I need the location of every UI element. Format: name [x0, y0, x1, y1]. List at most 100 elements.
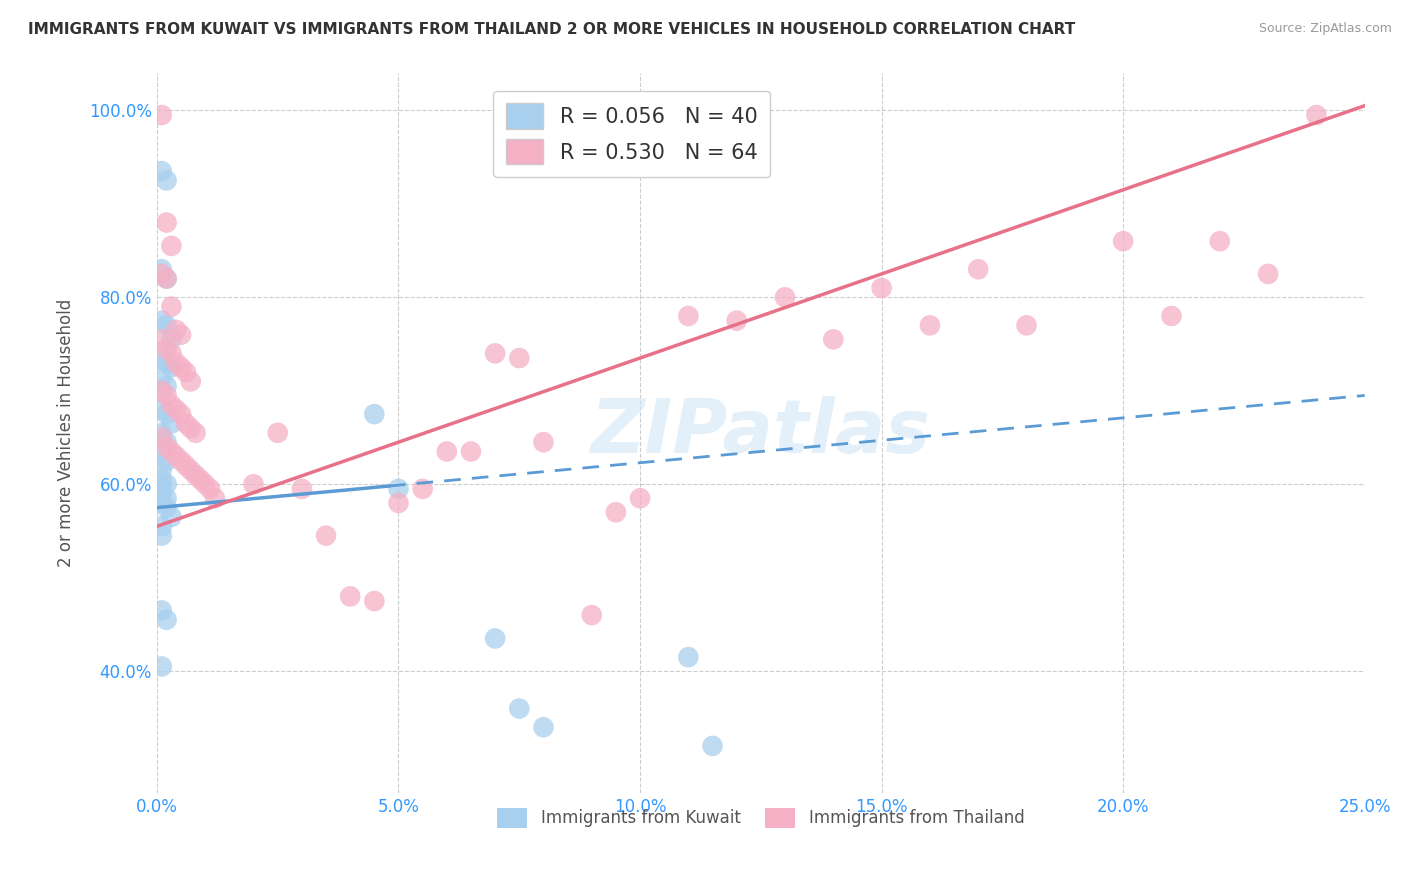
Point [165, 323, 187, 337]
Point [533, 435, 555, 450]
Text: IMMIGRANTS FROM KUWAIT VS IMMIGRANTS FROM THAILAND 2 OR MORE VEHICLES IN HOUSEHO: IMMIGRANTS FROM KUWAIT VS IMMIGRANTS FRO… [28, 22, 1076, 37]
Point [150, 496, 173, 510]
Point [155, 215, 177, 229]
Point [150, 463, 173, 477]
Point [150, 659, 173, 673]
Point [170, 454, 193, 468]
Point [155, 342, 177, 356]
Point [155, 500, 177, 515]
Point [150, 267, 173, 281]
Point [773, 290, 796, 304]
Point [1015, 318, 1038, 333]
Point [150, 108, 173, 122]
Point [155, 477, 177, 491]
Point [267, 425, 290, 440]
Point [967, 262, 990, 277]
Point [363, 594, 385, 608]
Point [204, 491, 226, 506]
Point [678, 309, 700, 323]
Point [508, 351, 530, 365]
Point [702, 739, 724, 753]
Point [918, 318, 941, 333]
Point [150, 332, 173, 346]
Point [180, 463, 202, 477]
Point [508, 701, 530, 715]
Point [605, 505, 627, 519]
Point [484, 632, 506, 646]
Point [387, 496, 409, 510]
Point [174, 458, 197, 473]
Point [184, 467, 207, 482]
Point [165, 356, 187, 370]
Point [174, 417, 197, 431]
Point [150, 473, 173, 487]
Point [155, 271, 177, 285]
Point [150, 164, 173, 178]
Point [155, 318, 177, 333]
Point [170, 327, 193, 342]
Point [184, 425, 207, 440]
Point [150, 425, 173, 440]
Point [155, 454, 177, 468]
Point [150, 486, 173, 500]
Point [150, 519, 173, 533]
Point [165, 402, 187, 417]
Point [412, 482, 434, 496]
Point [155, 491, 177, 506]
Point [484, 346, 506, 360]
Point [315, 528, 337, 542]
Point [160, 360, 183, 375]
Point [160, 346, 183, 360]
Point [150, 262, 173, 277]
Point [1209, 234, 1232, 248]
Point [170, 360, 193, 375]
Point [1112, 234, 1135, 248]
Point [1257, 267, 1279, 281]
Point [150, 384, 173, 398]
Point [363, 407, 385, 421]
Point [180, 375, 202, 389]
Point [190, 473, 212, 487]
Point [870, 281, 893, 295]
Point [150, 313, 173, 327]
Point [242, 477, 264, 491]
Point [155, 613, 177, 627]
Point [198, 482, 221, 496]
Point [160, 398, 183, 412]
Point [194, 477, 217, 491]
Point [155, 271, 177, 285]
Point [678, 650, 700, 665]
Point [291, 482, 314, 496]
Point [725, 313, 748, 327]
Y-axis label: 2 or more Vehicles in Household: 2 or more Vehicles in Household [58, 299, 75, 567]
Point [155, 173, 177, 187]
Point [150, 482, 173, 496]
Point [1305, 108, 1327, 122]
Point [160, 239, 183, 253]
Point [160, 332, 183, 346]
Point [170, 407, 193, 421]
Point [150, 528, 173, 542]
Point [160, 510, 183, 524]
Legend: Immigrants from Kuwait, Immigrants from Thailand: Immigrants from Kuwait, Immigrants from … [491, 801, 1031, 835]
Point [150, 402, 173, 417]
Point [533, 720, 555, 734]
Text: ZIPatlas: ZIPatlas [591, 396, 931, 469]
Point [387, 482, 409, 496]
Point [339, 590, 361, 604]
Point [823, 332, 845, 346]
Point [160, 417, 183, 431]
Text: Source: ZipAtlas.com: Source: ZipAtlas.com [1258, 22, 1392, 36]
Point [581, 608, 603, 623]
Point [155, 379, 177, 393]
Point [155, 388, 177, 402]
Point [150, 603, 173, 617]
Point [180, 421, 202, 435]
Point [155, 407, 177, 421]
Point [1160, 309, 1182, 323]
Point [628, 491, 651, 506]
Point [174, 365, 197, 379]
Point [160, 300, 183, 314]
Point [150, 430, 173, 444]
Point [155, 435, 177, 450]
